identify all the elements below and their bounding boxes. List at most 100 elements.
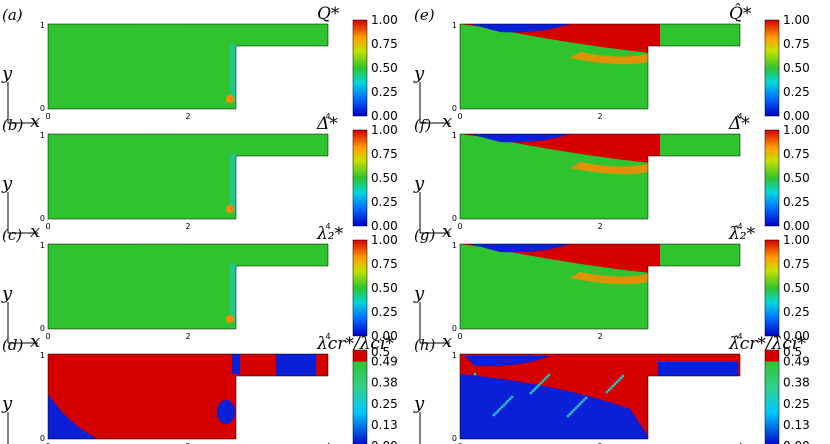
field-speckle (541, 379, 545, 383)
field-speckle (492, 413, 496, 417)
panel-label-c: (c) (2, 226, 22, 244)
colorbar-tick-c: 0.00 (371, 329, 398, 343)
axis-indicator-d: yx (1, 393, 40, 444)
domain-f (459, 133, 741, 220)
colorbar-tick-b: 0.25 (371, 195, 398, 209)
x-tick-h: 4 (737, 442, 742, 444)
x-tick-h: 0 (457, 442, 462, 444)
colorbar-tick-d: 0.5 (371, 345, 390, 359)
field-speckle (605, 390, 609, 394)
x-tick-g: 2 (597, 332, 602, 341)
axis-x-label: x (442, 221, 452, 242)
colorbar-title-b: Δ* (316, 114, 338, 134)
colorbar-tick-f: 0.25 (783, 195, 810, 209)
field-speckle (531, 389, 535, 393)
field-speckle (574, 406, 578, 410)
axis-indicator-c: yx (1, 283, 40, 352)
field-corner (226, 205, 234, 213)
axis-y-label: y (413, 393, 425, 414)
field-speckle (576, 404, 580, 408)
field-speckle (570, 410, 574, 414)
colorbar-tick-h: 0.5 (783, 345, 802, 359)
colorbar-title-f: Δ̂* (728, 114, 750, 134)
axis-y-label: y (413, 283, 425, 304)
colorbar-tick-a: 1.00 (371, 13, 398, 27)
field-h (460, 354, 740, 439)
y-tick-e: 0 (452, 104, 457, 113)
panel-label-h: (h) (414, 336, 436, 354)
field-speckle (504, 401, 508, 405)
field-corner (226, 315, 234, 323)
y-tick-a: 1 (40, 21, 45, 30)
y-tick-d: 0 (40, 434, 45, 443)
x-tick-c: 0 (45, 332, 50, 341)
colorbar-tick-c: 0.75 (371, 257, 398, 271)
field-speckle (500, 405, 504, 409)
colorbar-tick-b: 1.00 (371, 123, 398, 137)
panel-label-f: (f) (414, 116, 431, 134)
axis-indicator-e: yx (413, 63, 452, 132)
domain-h (459, 353, 741, 440)
field-band-blue (470, 244, 570, 253)
colorbar-tick-e: 0.50 (783, 61, 810, 75)
field-band-orange (570, 52, 648, 65)
colorbar-tick-e: 0.00 (783, 109, 810, 123)
field-speckle (494, 411, 498, 415)
colorbar-tick-b: 0.00 (371, 219, 398, 233)
colorbar-title-a: Q* (317, 4, 340, 24)
field-speckle (498, 407, 502, 411)
domain-g (459, 243, 741, 330)
colorbar-tick-d: 0.13 (371, 418, 398, 432)
field-speckle (584, 396, 588, 400)
colorbar-tick-g: 0.00 (783, 329, 810, 343)
field-speckle (580, 400, 584, 404)
colorbar-tick-d: 0.49 (371, 355, 398, 369)
x-tick-g: 4 (737, 332, 742, 341)
axis-indicator-a: yx (1, 63, 40, 132)
field-speckle (543, 377, 547, 381)
panel-h: (h)02401yx0.000.130.250.380.490.5λ̂cr*/λ… (413, 334, 810, 444)
x-tick-a: 2 (185, 112, 190, 121)
x-tick-d: 4 (325, 442, 330, 444)
panel-d: (d)02401yx0.000.130.250.380.490.5λcr*/λc… (1, 334, 398, 444)
field-speckle (613, 382, 617, 386)
colorbar-tick-g: 0.75 (783, 257, 810, 271)
domain-e (459, 23, 741, 110)
colorbar-tick-b: 0.50 (371, 171, 398, 185)
field-band-orange (570, 162, 648, 175)
field-corner (226, 95, 234, 103)
colorbar-tick-b: 0.75 (371, 147, 398, 161)
field-speckle (508, 397, 512, 401)
x-tick-e: 4 (737, 112, 742, 121)
x-tick-a: 0 (45, 112, 50, 121)
y-tick-c: 1 (40, 241, 45, 250)
x-tick-f: 4 (737, 222, 742, 231)
axis-x-label: x (442, 331, 452, 352)
x-tick-a: 4 (325, 112, 330, 121)
colorbar-title-g: λ̂₂* (728, 224, 756, 244)
field-band-orange (570, 272, 648, 285)
colorbar-tick-h: 0.13 (783, 418, 810, 432)
field-blue-out (276, 354, 316, 376)
x-tick-b: 4 (325, 222, 330, 231)
colorbar-tick-f: 0.50 (783, 171, 810, 185)
colorbar-tick-a: 0.25 (371, 85, 398, 99)
y-tick-h: 0 (452, 434, 457, 443)
colorbar-tick-d: 0.25 (371, 397, 398, 411)
colorbar-tick-e: 1.00 (783, 13, 810, 27)
x-tick-d: 0 (45, 442, 50, 444)
field-shear (230, 264, 236, 322)
field-speckle (533, 387, 537, 391)
domain-outline-b (47, 133, 329, 220)
y-tick-f: 1 (452, 131, 457, 140)
x-tick-c: 2 (185, 332, 190, 341)
colorbar-tick-h: 0.38 (783, 376, 810, 390)
y-tick-c: 0 (40, 324, 45, 333)
colorbar-b (352, 129, 368, 227)
colorbar-title-d: λcr*/λci* (316, 334, 394, 354)
x-tick-e: 0 (457, 112, 462, 121)
field-speckle (510, 395, 514, 399)
panel-label-b: (b) (2, 116, 23, 134)
panel-label-g: (g) (414, 226, 435, 244)
